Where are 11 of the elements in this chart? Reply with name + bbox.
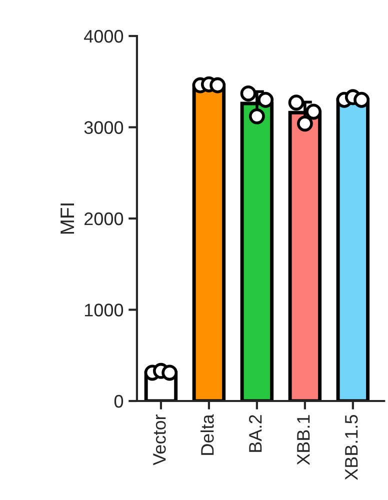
x-tick-label: Vector xyxy=(153,414,166,466)
x-tick-label: BA.2 xyxy=(249,415,262,452)
x-tick-label: Delta xyxy=(200,414,214,455)
y-axis-title: MFI xyxy=(60,204,74,234)
y-tick-label: 3000 xyxy=(84,121,124,134)
y-tick-label: 1000 xyxy=(84,304,124,316)
x-tick-label: XBB.1 xyxy=(297,415,310,465)
x-tick-label: XBB.1.5 xyxy=(345,414,358,480)
y-tick-label: 0 xyxy=(114,394,124,408)
y-tick-label: 2000 xyxy=(84,212,124,226)
y-tick-label: 4000 xyxy=(84,30,124,43)
